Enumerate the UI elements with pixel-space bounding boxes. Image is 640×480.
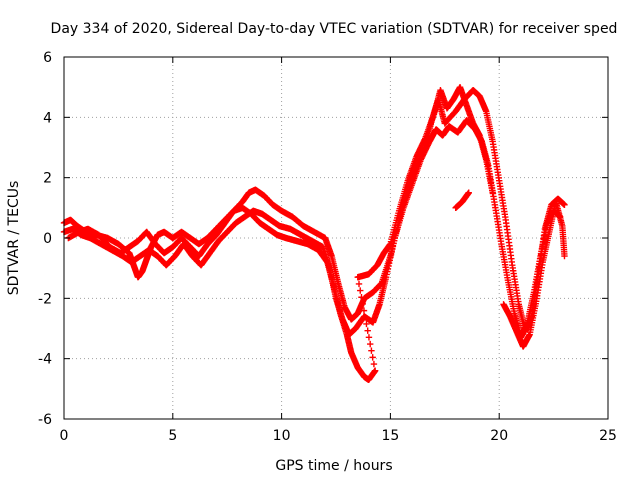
data-point	[561, 252, 568, 260]
data-point	[371, 367, 379, 374]
data-point	[369, 354, 376, 361]
x-tick-label: 10	[273, 428, 291, 444]
data-point	[561, 201, 568, 209]
data-point	[362, 314, 369, 321]
x-tick-label: 0	[60, 428, 69, 444]
x-tick-label: 20	[490, 428, 508, 444]
data-series	[60, 83, 568, 383]
data-point	[358, 294, 365, 301]
x-axis-label: GPS time / hours	[275, 458, 392, 474]
y-tick-label: -2	[38, 291, 52, 307]
data-point	[360, 307, 368, 314]
data-point	[363, 320, 370, 328]
x-tick-label: 25	[599, 428, 617, 444]
data-point	[465, 189, 472, 196]
data-point	[365, 334, 373, 341]
y-tick-label: 6	[43, 50, 52, 66]
x-tick-label: 5	[168, 428, 177, 444]
data-point	[368, 347, 375, 354]
y-axis-label: SDTVAR / TECUs	[6, 181, 22, 296]
y-tick-label: 4	[43, 110, 52, 126]
series-pass-c	[65, 83, 568, 383]
x-tick-label: 15	[381, 428, 399, 444]
data-point	[366, 340, 374, 348]
data-point	[357, 287, 364, 294]
y-tick-label: -6	[38, 412, 52, 428]
data-point	[359, 300, 366, 308]
y-tick-label: 0	[43, 231, 52, 247]
data-point	[489, 189, 496, 196]
axis-ticks: 0 5 10 15 20 25 -6 -4 -2 0 2 4 6	[38, 50, 617, 444]
y-tick-label: -4	[38, 352, 52, 368]
data-point	[355, 280, 363, 288]
data-point	[370, 360, 378, 368]
chart-title: Day 334 of 2020, Sidereal Day-to-day VTE…	[51, 21, 618, 37]
y-tick-label: 2	[43, 171, 52, 187]
data-point	[364, 327, 371, 334]
